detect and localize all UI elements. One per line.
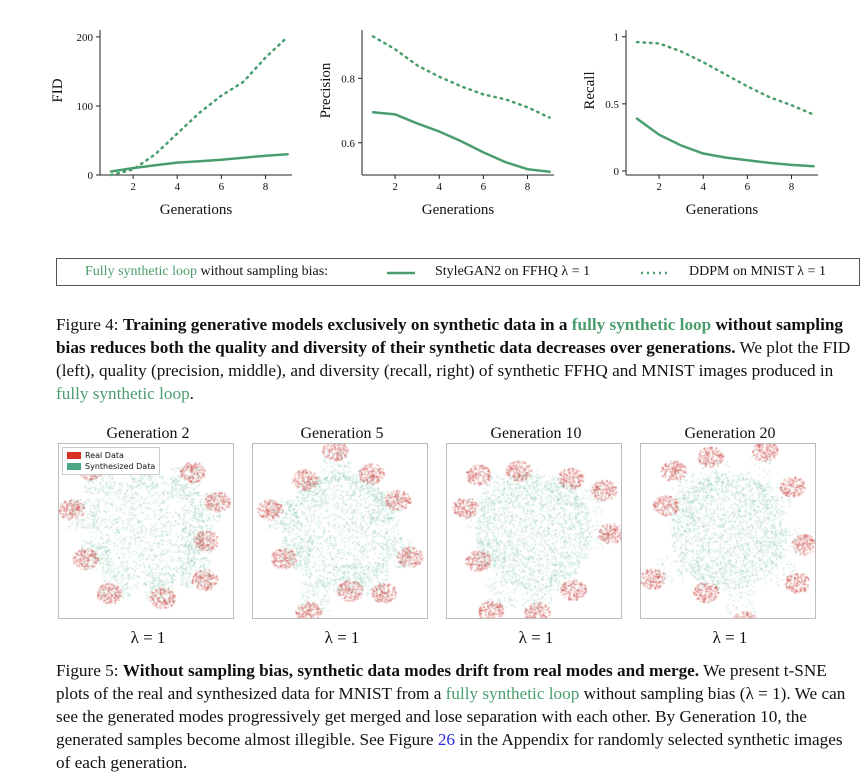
- fig4-rest2: .: [189, 384, 194, 403]
- x-tick-label: 4: [174, 181, 180, 193]
- legend-prefix-green: Fully synthetic loop: [85, 264, 197, 279]
- tsne-plot-gen20: [640, 443, 816, 619]
- y-tick-label: 100: [77, 101, 94, 113]
- y-tick-label: 0.8: [341, 73, 355, 85]
- y-axis-label: Recall: [582, 71, 598, 109]
- x-tick-label: 6: [745, 181, 751, 193]
- y-axis-label: Precision: [318, 62, 334, 118]
- panel-title-gen10: Generation 10: [490, 425, 582, 442]
- panel-title-gen2: Generation 2: [106, 425, 190, 442]
- x-tick-label: 2: [130, 181, 136, 193]
- tsne-legend: Real Data Synthesized Data: [62, 447, 161, 475]
- y-tick-label: 0.5: [605, 99, 619, 111]
- synth-data-swatch: [67, 463, 81, 470]
- series-line-stylegan2: [371, 110, 551, 174]
- y-tick-label: 0: [614, 166, 620, 178]
- x-axis-label: Generations: [160, 202, 233, 218]
- fig5-rest3: in the Appendix for randomly selected sy…: [56, 730, 843, 772]
- series-line-ddpm: [635, 40, 815, 116]
- lambda-gen2: λ = 1: [130, 628, 166, 647]
- y-tick-label: 200: [77, 32, 94, 44]
- fig4-rest1: We plot the FID (left), quality (precisi…: [56, 338, 851, 380]
- fig5-rest2: without sampling bias (λ = 1). We can se…: [56, 684, 846, 749]
- tsne-legend-real: Real Data: [85, 451, 124, 460]
- lambda-gen5: λ = 1: [324, 628, 360, 647]
- fig4-bold-green: fully synthetic loop: [571, 315, 712, 334]
- panel-title-gen5: Generation 5: [300, 425, 384, 442]
- fig4-bold1: Training generative models exclusively o…: [122, 315, 568, 334]
- fig5-bold: Without sampling bias, synthetic data mo…: [122, 661, 700, 680]
- x-tick-label: 6: [481, 181, 487, 193]
- real-data-swatch: [67, 452, 81, 459]
- fig4-rest-green: fully synthetic loop: [56, 384, 190, 403]
- fig4-label: Figure 4:: [56, 315, 119, 334]
- legend-dotted-swatch: [641, 271, 669, 275]
- x-tick-label: 2: [656, 181, 662, 193]
- x-tick-label: 8: [263, 181, 269, 193]
- series-line-stylegan2: [635, 117, 815, 168]
- figure4-caption: Figure 4: Training generative models exc…: [56, 313, 852, 405]
- x-tick-label: 2: [392, 181, 398, 193]
- tsne-plot-gen2: Real Data Synthesized Data: [58, 443, 234, 619]
- tsne-plot-gen5: [252, 443, 428, 619]
- figure4-legend: Fully synthetic loop without sampling bi…: [56, 258, 860, 286]
- y-tick-label: 0.6: [341, 138, 355, 150]
- y-tick-label: 1: [614, 32, 620, 44]
- x-axis-label: Generations: [686, 202, 759, 218]
- figure4-charts: 2 4 6 8 0 100 200 Generations FID 2 4 6 8 0.6 0.8 Gener…: [50, 30, 818, 218]
- tsne-scatter: [253, 444, 427, 618]
- tsne-scatter: [447, 444, 621, 618]
- legend-prefix: without sampling bias:: [200, 264, 329, 279]
- x-tick-label: 8: [789, 181, 795, 193]
- figure5-caption: Figure 5: Without sampling bias, synthet…: [56, 659, 852, 774]
- figure-26-link[interactable]: 26: [437, 730, 456, 749]
- x-tick-label: 8: [525, 181, 531, 193]
- series-line-stylegan2: [109, 153, 289, 173]
- fig5-rest-green: fully synthetic loop: [445, 684, 580, 703]
- legend-series1: StyleGAN2 on FFHQ λ = 1: [435, 264, 591, 279]
- x-axis-label: Generations: [422, 202, 495, 218]
- legend-solid-swatch: [387, 271, 415, 275]
- series-line-ddpm: [109, 35, 289, 177]
- lambda-gen20: λ = 1: [712, 628, 748, 647]
- series-line-ddpm: [371, 35, 551, 119]
- panel-title-gen20: Generation 20: [684, 425, 776, 442]
- y-axis-label: FID: [50, 78, 66, 102]
- y-tick-label: 0: [88, 170, 94, 182]
- fig5-rest1: We present t-SNE plots of the real and s…: [56, 661, 827, 703]
- fig5-label: Figure 5:: [56, 661, 119, 680]
- x-tick-label: 4: [436, 181, 442, 193]
- legend-series2: DDPM on MNIST λ = 1: [689, 264, 826, 279]
- x-tick-label: 4: [700, 181, 706, 193]
- lambda-gen10: λ = 1: [518, 628, 554, 647]
- tsne-scatter: [641, 444, 815, 618]
- tsne-plot-gen10: [446, 443, 622, 619]
- tsne-legend-synth: Synthesized Data: [85, 462, 156, 471]
- fig4-bold2: without sampling bias reduces both the q…: [56, 315, 844, 357]
- x-tick-label: 6: [219, 181, 225, 193]
